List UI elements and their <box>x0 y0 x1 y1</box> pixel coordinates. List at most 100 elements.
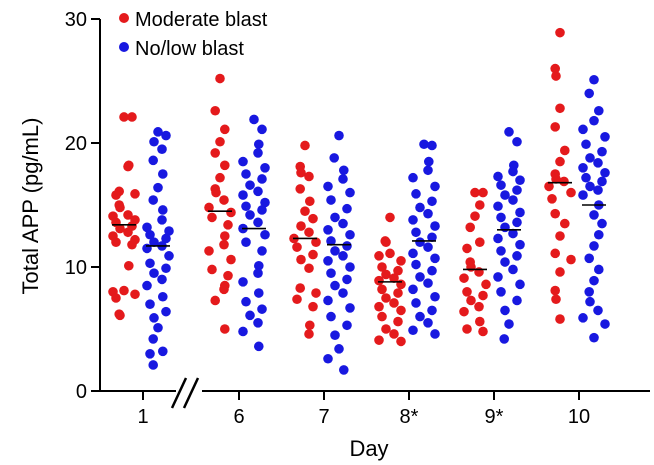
data-point <box>593 305 603 316</box>
data-point <box>408 248 418 259</box>
data-point <box>311 237 321 247</box>
data-point <box>253 186 263 197</box>
data-point <box>423 278 433 288</box>
data-point <box>389 298 399 308</box>
data-point <box>462 287 472 297</box>
data-point <box>127 239 137 250</box>
data-point <box>238 190 248 200</box>
data-point <box>260 197 270 208</box>
x-tick-label: 9* <box>485 406 504 428</box>
data-point <box>408 284 418 295</box>
data-point <box>600 132 610 142</box>
data-point <box>158 169 168 179</box>
data-point <box>411 259 421 270</box>
data-point <box>377 262 387 272</box>
data-point <box>496 212 506 223</box>
data-point <box>597 218 607 229</box>
legend-label-no-low-blast: No/low blast <box>135 38 244 60</box>
data-point <box>474 267 484 277</box>
data-point <box>338 174 348 184</box>
data-point <box>153 182 163 193</box>
data-point <box>149 136 159 147</box>
data-point <box>241 296 251 307</box>
data-point <box>465 222 476 233</box>
data-point <box>550 63 560 74</box>
data-point <box>600 319 610 329</box>
data-point <box>584 287 594 297</box>
data-point <box>339 365 349 375</box>
data-point <box>427 305 437 316</box>
data-point <box>219 284 229 295</box>
data-point <box>158 346 168 357</box>
data-point <box>296 254 306 265</box>
data-point <box>296 167 306 178</box>
legend-label-moderate-blast: Moderate blast <box>135 9 268 31</box>
data-point <box>323 255 333 266</box>
data-point <box>323 295 333 306</box>
data-point <box>566 254 576 265</box>
data-point <box>427 140 437 151</box>
data-point <box>253 288 264 298</box>
data-point <box>589 332 599 343</box>
data-point <box>345 187 355 198</box>
data-point <box>111 237 121 247</box>
data-point <box>204 202 214 213</box>
data-point <box>210 295 220 306</box>
data-point <box>119 112 129 122</box>
data-point <box>119 285 129 296</box>
data-point <box>207 212 217 223</box>
data-point <box>393 316 403 327</box>
x-tick-label: 6 <box>233 406 244 428</box>
data-point <box>111 190 121 200</box>
data-point <box>342 274 352 285</box>
data-point <box>330 280 340 291</box>
data-point <box>323 225 333 235</box>
data-point <box>377 311 387 322</box>
data-point <box>345 262 355 272</box>
data-point <box>581 139 591 150</box>
axis-break-mark <box>182 377 200 409</box>
data-point <box>512 185 522 195</box>
data-point <box>204 246 214 256</box>
data-point <box>253 268 263 279</box>
data-point <box>161 306 171 317</box>
data-point <box>500 190 510 200</box>
data-point <box>223 220 233 230</box>
data-point <box>566 187 576 198</box>
data-point <box>207 264 217 275</box>
data-point <box>396 336 406 347</box>
data-point <box>500 305 510 316</box>
data-point <box>149 237 159 247</box>
data-point <box>245 180 255 190</box>
x-tick-label: 10 <box>568 406 590 428</box>
data-point <box>515 207 525 218</box>
data-point <box>393 288 403 298</box>
data-point <box>478 326 488 337</box>
data-point <box>512 295 522 306</box>
data-point <box>508 228 518 239</box>
data-point <box>408 215 418 225</box>
data-point <box>585 153 595 163</box>
data-point <box>305 196 315 207</box>
data-point <box>148 155 158 166</box>
data-point <box>245 310 255 321</box>
data-point <box>300 206 310 216</box>
data-point <box>342 320 352 331</box>
data-point <box>330 330 340 341</box>
data-point <box>508 195 518 205</box>
data-point <box>223 270 233 281</box>
data-point <box>512 217 522 228</box>
data-point <box>585 296 595 307</box>
data-point <box>493 201 503 212</box>
data-point <box>578 190 588 200</box>
data-point <box>411 298 421 308</box>
data-point <box>220 231 230 241</box>
data-point <box>253 217 263 228</box>
data-point <box>396 255 406 266</box>
data-point <box>500 222 510 233</box>
data-point <box>295 184 306 194</box>
data-point <box>411 189 421 199</box>
data-point <box>515 239 525 250</box>
data-point <box>342 241 352 251</box>
data-point <box>245 210 255 220</box>
